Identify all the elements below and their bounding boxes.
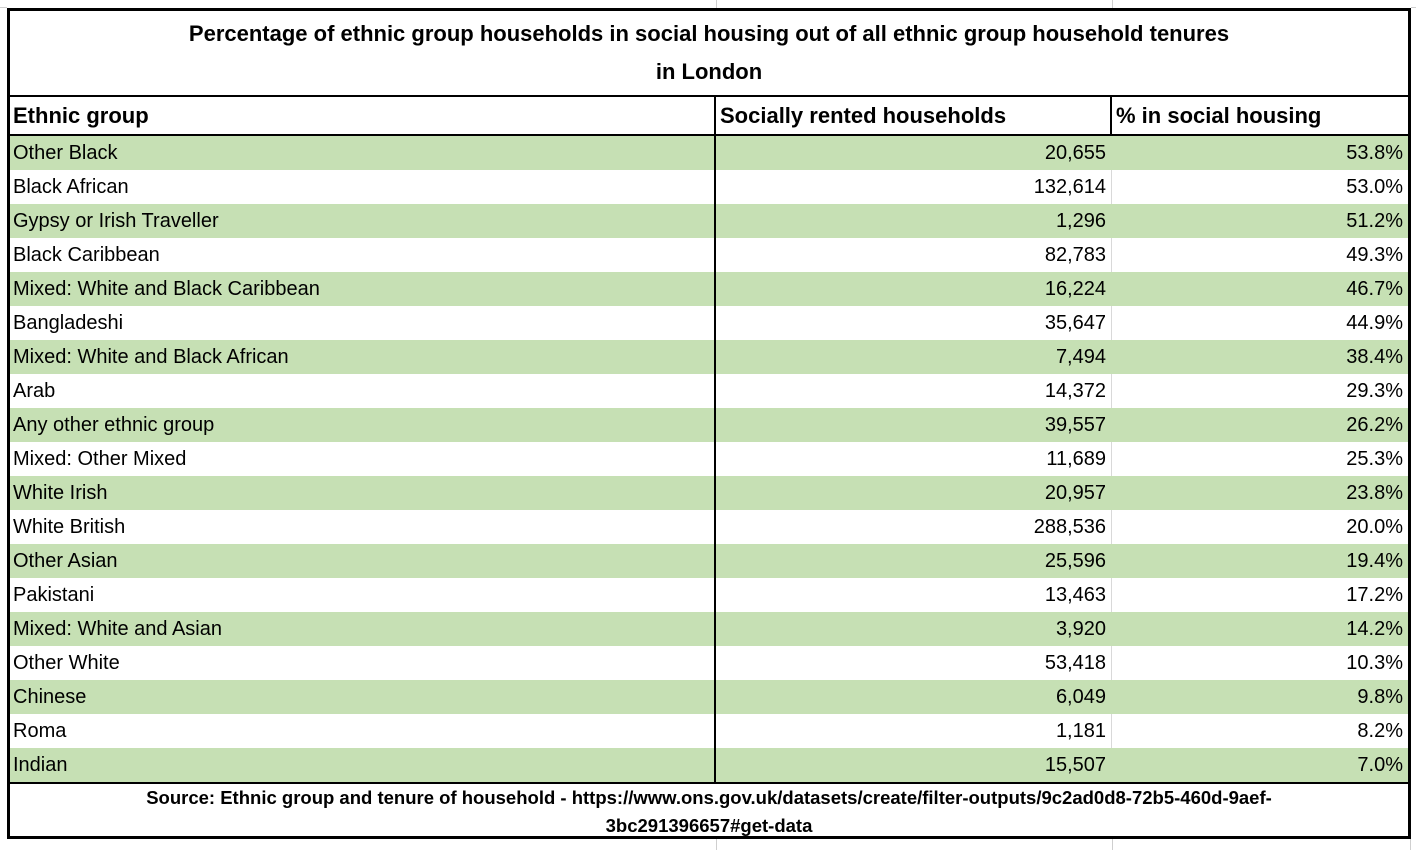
- cell-socially-rented-households: 20,655: [716, 136, 1112, 170]
- table-row: Arab 14,372 29.3%: [10, 374, 1408, 408]
- cell-ethnic-group: Black African: [10, 170, 716, 204]
- table-row: Bangladeshi 35,647 44.9%: [10, 306, 1408, 340]
- table-row: Black Caribbean 82,783 49.3%: [10, 238, 1408, 272]
- social-housing-table: Percentage of ethnic group households in…: [7, 8, 1411, 839]
- table-row: Any other ethnic group 39,557 26.2%: [10, 408, 1408, 442]
- cell-ethnic-group: Roma: [10, 714, 716, 748]
- table-row: Mixed: White and Black African 7,494 38.…: [10, 340, 1408, 374]
- cell-ethnic-group: Gypsy or Irish Traveller: [10, 204, 716, 238]
- sheet-gridline: [1112, 0, 1113, 8]
- cell-socially-rented-households: 14,372: [716, 374, 1112, 408]
- cell-socially-rented-households: 11,689: [716, 442, 1112, 476]
- cell-socially-rented-households: 3,920: [716, 612, 1112, 646]
- sheet-gridline: [716, 0, 717, 8]
- cell-percent-in-social-housing: 10.3%: [1346, 651, 1403, 674]
- cell-ethnic-group: White Irish: [10, 476, 716, 510]
- cell-ethnic-group: Chinese: [10, 680, 716, 714]
- table-row: Other White 53,418 10.3%: [10, 646, 1408, 680]
- cell-socially-rented-households: 13,463: [716, 578, 1112, 612]
- cell-socially-rented-households: 53,418: [716, 646, 1112, 680]
- cell-percent-in-social-housing: 29.3%: [1346, 379, 1403, 402]
- cell-socially-rented-households: 288,536: [716, 510, 1112, 544]
- header-ethnic-group: Ethnic group: [10, 97, 716, 134]
- cell-ethnic-group: Arab: [10, 374, 716, 408]
- cell-ethnic-group: Indian: [10, 748, 716, 782]
- table-body: Other Black 20,655 53.8% Black African 1…: [10, 136, 1408, 782]
- table-title: Percentage of ethnic group households in…: [10, 11, 1408, 97]
- cell-percent-in-social-housing: 46.7%: [1346, 277, 1403, 300]
- cell-percent-in-social-housing: 8.2%: [1357, 719, 1403, 742]
- sheet-gridline: [716, 839, 717, 850]
- cell-socially-rented-households: 25,596: [716, 544, 1112, 578]
- cell-ethnic-group: White British: [10, 510, 716, 544]
- cell-socially-rented-households: 7,494: [716, 340, 1112, 374]
- source-note-line2: 3bc291396657#get-data: [605, 815, 813, 836]
- cell-percent-in-social-housing: 20.0%: [1346, 515, 1403, 538]
- header-percent-social-housing: % in social housing: [1116, 102, 1322, 128]
- table-row: Roma 1,181 8.2%: [10, 714, 1408, 748]
- cell-socially-rented-households: 6,049: [716, 680, 1112, 714]
- table-title-line2: in London: [655, 59, 763, 84]
- cell-percent-in-social-housing: 14.2%: [1346, 617, 1403, 640]
- cell-socially-rented-households: 35,647: [716, 306, 1112, 340]
- cell-percent-in-social-housing: 53.0%: [1346, 175, 1403, 198]
- cell-ethnic-group: Black Caribbean: [10, 238, 716, 272]
- cell-socially-rented-households: 82,783: [716, 238, 1112, 272]
- cell-ethnic-group: Mixed: White and Black Caribbean: [10, 272, 716, 306]
- cell-percent-in-social-housing: 7.0%: [1357, 753, 1403, 776]
- cell-socially-rented-households: 1,296: [716, 204, 1112, 238]
- table-row: Other Black 20,655 53.8%: [10, 136, 1408, 170]
- cell-percent-in-social-housing: 51.2%: [1346, 209, 1403, 232]
- table-row: Black African 132,614 53.0%: [10, 170, 1408, 204]
- cell-percent-in-social-housing: 38.4%: [1346, 345, 1403, 368]
- sheet-gridline: [1410, 839, 1411, 850]
- cell-percent-in-social-housing: 25.3%: [1346, 447, 1403, 470]
- table-row: Mixed: White and Black Caribbean 16,224 …: [10, 272, 1408, 306]
- table-row: White Irish 20,957 23.8%: [10, 476, 1408, 510]
- source-note-line1: Source: Ethnic group and tenure of house…: [146, 787, 1272, 808]
- table-row: Pakistani 13,463 17.2%: [10, 578, 1408, 612]
- table-row: Other Asian 25,596 19.4%: [10, 544, 1408, 578]
- cell-ethnic-group: Other White: [10, 646, 716, 680]
- header-socially-rented: Socially rented households: [716, 97, 1112, 134]
- sheet-gridline: [1411, 7, 1416, 8]
- cell-socially-rented-households: 15,507: [716, 748, 1112, 782]
- cell-socially-rented-households: 1,181: [716, 714, 1112, 748]
- cell-ethnic-group: Other Asian: [10, 544, 716, 578]
- table-title-line1: Percentage of ethnic group households in…: [188, 21, 1230, 46]
- cell-ethnic-group: Any other ethnic group: [10, 408, 716, 442]
- cell-ethnic-group: Pakistani: [10, 578, 716, 612]
- cell-percent-in-social-housing: 17.2%: [1346, 583, 1403, 606]
- cell-percent-in-social-housing: 9.8%: [1357, 685, 1403, 708]
- table-row: Gypsy or Irish Traveller 1,296 51.2%: [10, 204, 1408, 238]
- sheet-gridline: [1112, 839, 1113, 850]
- cell-percent-in-social-housing: 44.9%: [1346, 311, 1403, 334]
- cell-percent-in-social-housing: 23.8%: [1346, 481, 1403, 504]
- table-row: White British 288,536 20.0%: [10, 510, 1408, 544]
- cell-percent-in-social-housing: 19.4%: [1346, 549, 1403, 572]
- cell-percent-in-social-housing: 49.3%: [1346, 243, 1403, 266]
- cell-ethnic-group: Mixed: White and Black African: [10, 340, 716, 374]
- cell-ethnic-group: Bangladeshi: [10, 306, 716, 340]
- cell-socially-rented-households: 39,557: [716, 408, 1112, 442]
- table-header-row: Ethnic group Socially rented households …: [10, 97, 1408, 136]
- table-row: Mixed: White and Asian 3,920 14.2%: [10, 612, 1408, 646]
- cell-socially-rented-households: 16,224: [716, 272, 1112, 306]
- table-row: Chinese 6,049 9.8%: [10, 680, 1408, 714]
- cell-ethnic-group: Mixed: White and Asian: [10, 612, 716, 646]
- sheet-gridline: [0, 7, 7, 8]
- table-row: Mixed: Other Mixed 11,689 25.3%: [10, 442, 1408, 476]
- cell-percent-in-social-housing: 53.8%: [1346, 141, 1403, 164]
- cell-ethnic-group: Mixed: Other Mixed: [10, 442, 716, 476]
- cell-socially-rented-households: 132,614: [716, 170, 1112, 204]
- cell-percent-in-social-housing: 26.2%: [1346, 413, 1403, 436]
- table-row: Indian 15,507 7.0%: [10, 748, 1408, 782]
- cell-ethnic-group: Other Black: [10, 136, 716, 170]
- cell-socially-rented-households: 20,957: [716, 476, 1112, 510]
- source-note: Source: Ethnic group and tenure of house…: [10, 782, 1408, 840]
